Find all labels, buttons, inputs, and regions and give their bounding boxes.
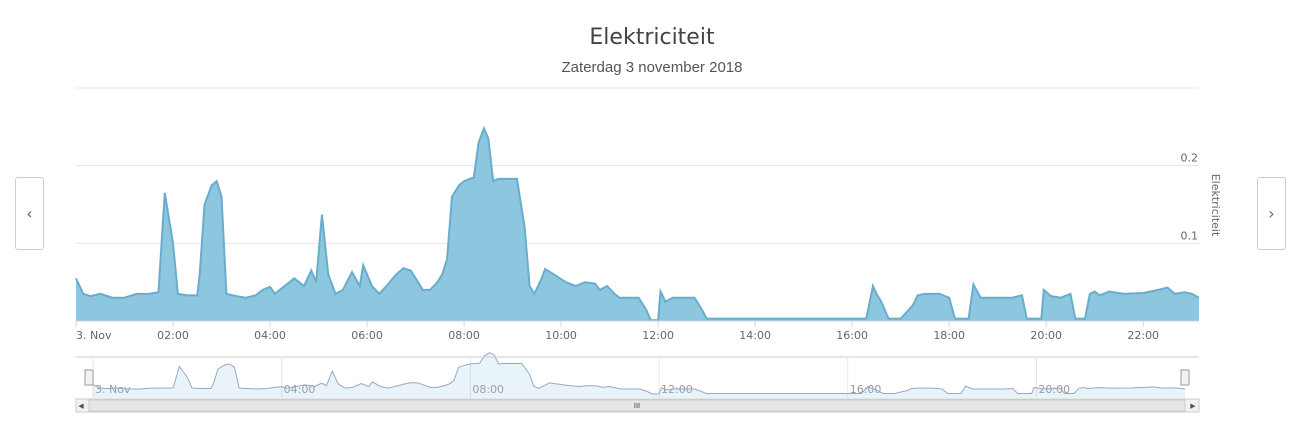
x-tick-label: 22:00 bbox=[1127, 329, 1159, 342]
chart-subtitle: Zaterdag 3 november 2018 bbox=[562, 59, 743, 76]
scrollbar-thumb[interactable] bbox=[88, 399, 1186, 412]
navigator-tick-label: 3. Nov bbox=[95, 383, 131, 396]
navigator-handle[interactable] bbox=[84, 369, 94, 386]
x-tick-label: 12:00 bbox=[642, 329, 674, 342]
x-tick-label: 10:00 bbox=[545, 329, 577, 342]
prev-button[interactable]: ‹ bbox=[15, 177, 44, 250]
chart: Elektriciteit Zaterdag 3 november 2018 E… bbox=[75, 25, 1222, 413]
chart-title: Elektriciteit bbox=[589, 25, 715, 50]
x-tick-label: 08:00 bbox=[448, 329, 480, 342]
x-tick-label: 14:00 bbox=[739, 329, 771, 342]
x-tick-label: 20:00 bbox=[1030, 329, 1062, 342]
x-tick-label: 16:00 bbox=[836, 329, 868, 342]
navigator-area bbox=[93, 352, 1185, 398]
x-tick-label: 02:00 bbox=[157, 329, 189, 342]
y-axis-title: Elektriciteit bbox=[1209, 174, 1222, 237]
scrollbar-grip: III bbox=[634, 402, 640, 410]
scroll-right[interactable]: ▶ bbox=[1190, 402, 1196, 410]
scroll-left[interactable]: ◀ bbox=[78, 402, 84, 410]
x-tick-label: 3. Nov bbox=[76, 329, 112, 342]
x-tick-label: 04:00 bbox=[254, 329, 286, 342]
navigator-tick-label: 08:00 bbox=[472, 383, 504, 396]
x-tick-label: 06:00 bbox=[351, 329, 383, 342]
navigator-line bbox=[92, 352, 1186, 395]
next-button[interactable]: › bbox=[1257, 177, 1286, 250]
navigator-handle[interactable] bbox=[1180, 369, 1190, 386]
area bbox=[76, 128, 1199, 321]
area-line bbox=[75, 125, 1200, 322]
navigator-tick-label: 04:00 bbox=[284, 383, 316, 396]
y-tick-label: 0.1 bbox=[1181, 229, 1199, 242]
navigator-tick-label: 20:00 bbox=[1038, 383, 1070, 396]
x-tick-label: 18:00 bbox=[933, 329, 965, 342]
y-tick-label: 0.2 bbox=[1181, 152, 1199, 165]
